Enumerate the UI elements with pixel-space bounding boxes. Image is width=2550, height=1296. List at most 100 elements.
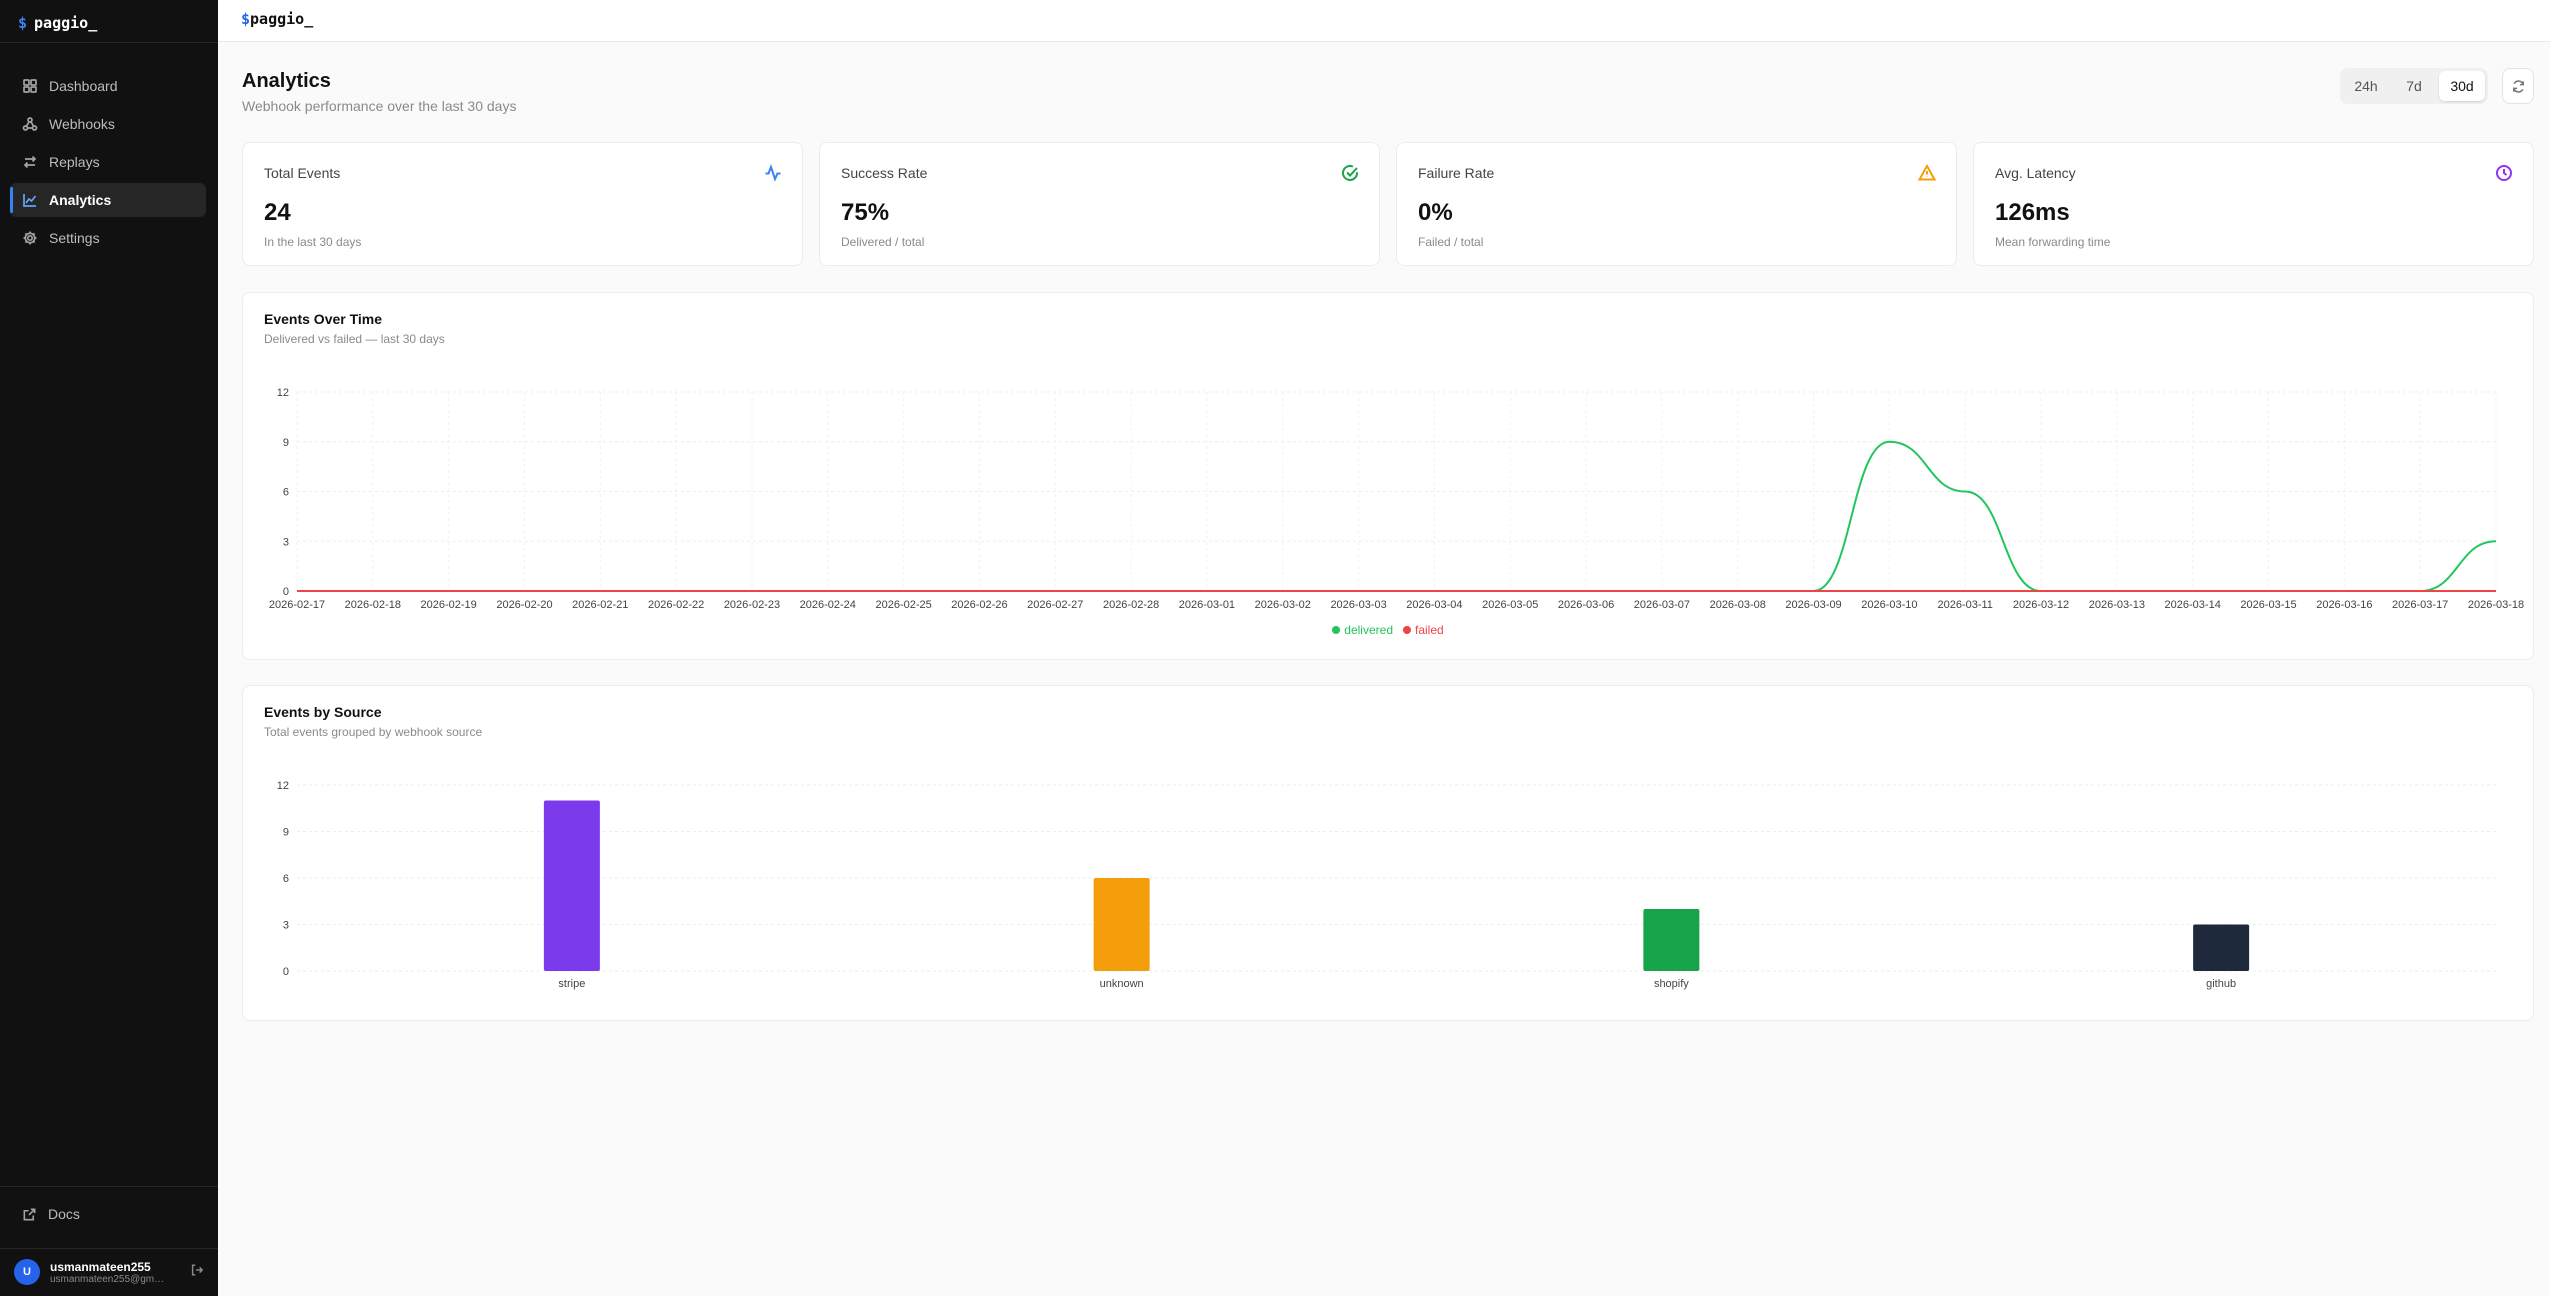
- range-24h-button[interactable]: 24h: [2354, 78, 2378, 94]
- x-tick-label: 2026-03-01: [1179, 599, 1235, 611]
- sidebar-item-label: Replays: [49, 154, 100, 170]
- legend-item-failed[interactable]: failed: [1403, 623, 1444, 637]
- check-circle-icon: [1341, 164, 1359, 182]
- page-subtitle: Webhook performance over the last 30 day…: [242, 98, 517, 114]
- x-tick-label: 2026-03-02: [1255, 599, 1311, 611]
- y-tick-label: 9: [283, 827, 289, 839]
- stat-description: In the last 30 days: [264, 235, 362, 249]
- stat-card-total-events: Total Events 24 In the last 30 days: [242, 142, 803, 266]
- x-tick-label: github: [2206, 978, 2236, 990]
- stat-description: Failed / total: [1418, 235, 1484, 249]
- x-tick-label: 2026-03-18: [2468, 599, 2524, 611]
- stat-card-success-rate: Success Rate 75% Delivered / total: [819, 142, 1380, 266]
- x-tick-label: 2026-03-03: [1330, 599, 1386, 611]
- legend-swatch: [1403, 626, 1411, 634]
- refresh-icon: [2512, 79, 2524, 93]
- x-tick-label: 2026-03-09: [1785, 599, 1841, 611]
- x-tick-label: 2026-03-10: [1861, 599, 1917, 611]
- x-tick-label: 2026-02-28: [1103, 599, 1159, 611]
- panel-subtitle: Delivered vs failed — last 30 days: [264, 332, 445, 346]
- panel-subtitle: Total events grouped by webhook source: [264, 725, 483, 739]
- x-tick-label: 2026-03-17: [2392, 599, 2448, 611]
- stat-label: Failure Rate: [1418, 165, 1495, 181]
- x-tick-label: 2026-02-24: [800, 599, 856, 611]
- external-link-icon: [23, 1208, 36, 1220]
- user-profile[interactable]: U usmanmateen255 usmanmateen255@gmail.co…: [14, 1259, 204, 1285]
- sidebar-item-dashboard[interactable]: Dashboard: [10, 69, 206, 103]
- y-tick-label: 0: [283, 966, 289, 978]
- stat-value: 0%: [1418, 199, 1453, 226]
- stat-label: Success Rate: [841, 165, 928, 181]
- legend-label: failed: [1415, 623, 1444, 637]
- range-30d-button[interactable]: 30d: [2439, 71, 2485, 101]
- y-tick-label: 12: [277, 780, 289, 792]
- x-tick-label: 2026-02-20: [496, 599, 552, 611]
- logo-text: paggio_: [250, 10, 314, 28]
- stat-card-avg-latency: Avg. Latency 126ms Mean forwarding time: [1973, 142, 2534, 266]
- x-tick-label: 2026-02-18: [345, 599, 401, 611]
- sidebar-item-label: Dashboard: [49, 78, 118, 94]
- divider: [0, 1248, 218, 1249]
- logout-button[interactable]: [190, 1263, 204, 1282]
- sidebar-logo[interactable]: $ paggio_: [18, 14, 97, 32]
- panel-title: Events by Source: [264, 704, 382, 720]
- docs-link[interactable]: Docs: [22, 1206, 80, 1222]
- sidebar-item-settings[interactable]: Settings: [10, 221, 206, 255]
- stat-value: 126ms: [1995, 199, 2070, 226]
- x-tick-label: 2026-02-17: [269, 599, 325, 611]
- events-over-time-panel: Events Over Time Delivered vs failed — l…: [242, 292, 2534, 660]
- sidebar-item-label: Settings: [49, 230, 100, 246]
- webhook-icon: [22, 117, 38, 131]
- y-tick-label: 3: [283, 920, 289, 932]
- user-email: usmanmateen255@gmail.com: [50, 1273, 168, 1285]
- avatar: U: [14, 1259, 40, 1285]
- bar-shopify: [1643, 909, 1700, 971]
- x-tick-label: 2026-02-22: [648, 599, 704, 611]
- topbar-logo[interactable]: $paggio_: [241, 10, 313, 28]
- stat-label: Avg. Latency: [1995, 165, 2076, 181]
- events-by-source-panel: Events by Source Total events grouped by…: [242, 685, 2534, 1021]
- replay-icon: [23, 155, 37, 169]
- x-tick-label: 2026-03-11: [1937, 599, 1992, 611]
- x-tick-label: 2026-02-21: [572, 599, 628, 611]
- bar-stripe: [543, 800, 600, 971]
- x-tick-label: 2026-03-16: [2316, 599, 2372, 611]
- logout-icon: [191, 1263, 204, 1276]
- logo-dollar: $: [241, 10, 251, 28]
- chart-legend: delivered failed: [243, 623, 2533, 637]
- sidebar-item-replays[interactable]: Replays: [10, 145, 206, 179]
- legend-label: delivered: [1344, 623, 1393, 637]
- y-tick-label: 0: [283, 586, 289, 598]
- x-tick-label: 2026-03-15: [2240, 599, 2296, 611]
- stat-value: 24: [264, 199, 291, 226]
- sidebar-item-analytics[interactable]: Analytics: [10, 183, 206, 217]
- x-tick-label: 2026-03-13: [2089, 599, 2145, 611]
- range-7d-button[interactable]: 7d: [2406, 78, 2422, 94]
- x-tick-label: unknown: [1100, 978, 1144, 990]
- clock-icon: [2495, 164, 2513, 182]
- sidebar-item-label: Analytics: [49, 192, 112, 208]
- legend-item-delivered[interactable]: delivered: [1332, 623, 1393, 637]
- logo-dollar: $: [18, 14, 28, 32]
- page-title: Analytics: [242, 70, 331, 92]
- events-bar-chart: 0 3 6 9 12 stripe unknown shopify github: [277, 780, 2496, 990]
- events-line-chart: 0 3 6 9 12 2026-02-17 2026-02-18 2026-02-19 2026…: [269, 387, 2524, 611]
- y-tick-label: 3: [283, 536, 289, 548]
- legend-swatch: [1332, 626, 1341, 634]
- y-tick-label: 12: [277, 387, 289, 399]
- x-tick-label: 2026-02-23: [724, 599, 780, 611]
- stat-label: Total Events: [264, 165, 341, 181]
- user-name: usmanmateen255: [50, 1259, 151, 1274]
- x-tick-label: 2026-02-27: [1027, 599, 1083, 611]
- analytics-icon: [23, 194, 37, 207]
- divider: [0, 42, 218, 43]
- bar-unknown: [1093, 878, 1150, 971]
- sidebar: $ paggio_ Dashboard Webhooks Replays Ana…: [0, 0, 218, 1296]
- sidebar-item-label: Webhooks: [49, 116, 115, 132]
- series-line-delivered: [296, 440, 2497, 592]
- x-tick-label: 2026-02-26: [951, 599, 1007, 611]
- sidebar-item-webhooks[interactable]: Webhooks: [10, 107, 206, 141]
- refresh-button[interactable]: [2502, 68, 2534, 104]
- stat-value: 75%: [841, 199, 890, 226]
- y-tick-label: 6: [283, 487, 289, 499]
